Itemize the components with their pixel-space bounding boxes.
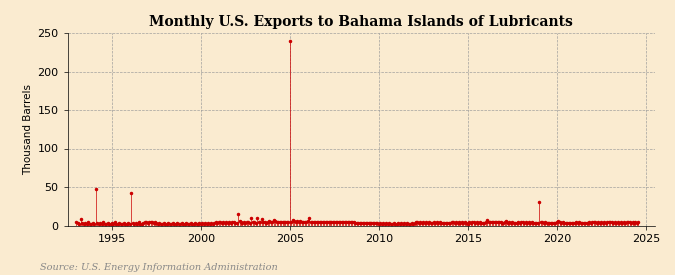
Title: Monthly U.S. Exports to Bahama Islands of Lubricants: Monthly U.S. Exports to Bahama Islands o… [149, 15, 573, 29]
Y-axis label: Thousand Barrels: Thousand Barrels [23, 84, 33, 175]
Text: Source: U.S. Energy Information Administration: Source: U.S. Energy Information Administ… [40, 263, 278, 272]
